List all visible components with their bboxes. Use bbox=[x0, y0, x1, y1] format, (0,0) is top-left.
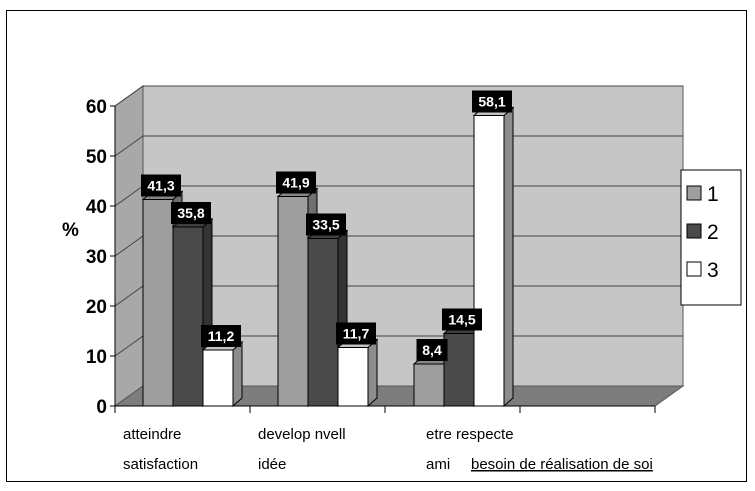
data-label-3-1: 11,7 bbox=[336, 322, 376, 345]
data-label-2-2: 14,5 bbox=[442, 308, 482, 331]
legend-swatch bbox=[686, 185, 702, 201]
svg-text:11,2: 11,2 bbox=[208, 328, 235, 344]
data-label-2-1: 33,5 bbox=[306, 213, 346, 236]
legend-item-1: 1 bbox=[686, 183, 719, 206]
x-category-label: atteindre bbox=[123, 426, 181, 443]
data-label-1-1: 41,9 bbox=[276, 171, 316, 194]
x-category-label-extra: besoin de réalisation de soi bbox=[471, 456, 653, 473]
data-label-1-0: 41,3 bbox=[141, 174, 181, 197]
y-axis-label: % bbox=[62, 220, 79, 241]
y-tick-label: 0 bbox=[96, 397, 107, 418]
svg-text:14,5: 14,5 bbox=[448, 312, 475, 328]
legend-label: 3 bbox=[707, 259, 719, 282]
svg-text:58,1: 58,1 bbox=[478, 94, 505, 110]
legend-swatch bbox=[686, 261, 702, 277]
legend-item-3: 3 bbox=[686, 259, 719, 282]
x-category-label: satisfaction bbox=[123, 456, 198, 473]
y-tick-label: 40 bbox=[86, 197, 107, 218]
legend-label: 2 bbox=[707, 221, 719, 244]
y-tick-label: 60 bbox=[86, 97, 107, 118]
gridline bbox=[114, 85, 683, 107]
legend-item-2: 2 bbox=[686, 221, 719, 244]
y-tick-label: 50 bbox=[86, 147, 107, 168]
y-tick-label: 30 bbox=[86, 247, 107, 268]
bar-series-3-0 bbox=[201, 340, 244, 408]
svg-text:33,5: 33,5 bbox=[312, 217, 339, 233]
data-label-3-2: 58,1 bbox=[472, 90, 512, 113]
x-category-label: idée bbox=[258, 456, 286, 473]
svg-text:35,8: 35,8 bbox=[177, 205, 204, 221]
data-label-2-0: 35,8 bbox=[171, 202, 211, 224]
svg-text:8,4: 8,4 bbox=[422, 342, 442, 358]
data-label-1-2: 8,4 bbox=[416, 339, 448, 361]
y-tick-label: 20 bbox=[86, 297, 107, 318]
x-category-label: ami bbox=[426, 456, 450, 473]
x-category-label: develop nvell bbox=[258, 426, 346, 443]
svg-text:41,9: 41,9 bbox=[282, 175, 309, 191]
x-category-label: etre respecte bbox=[426, 426, 514, 443]
legend-label: 1 bbox=[707, 183, 719, 206]
bar-series-3-2 bbox=[472, 106, 515, 408]
legend-swatch bbox=[686, 223, 702, 239]
svg-text:41,3: 41,3 bbox=[147, 178, 174, 194]
svg-text:11,7: 11,7 bbox=[343, 326, 370, 342]
y-tick-label: 10 bbox=[86, 347, 107, 368]
data-label-3-0: 11,2 bbox=[201, 325, 241, 347]
bar-series-3-1 bbox=[336, 338, 379, 408]
